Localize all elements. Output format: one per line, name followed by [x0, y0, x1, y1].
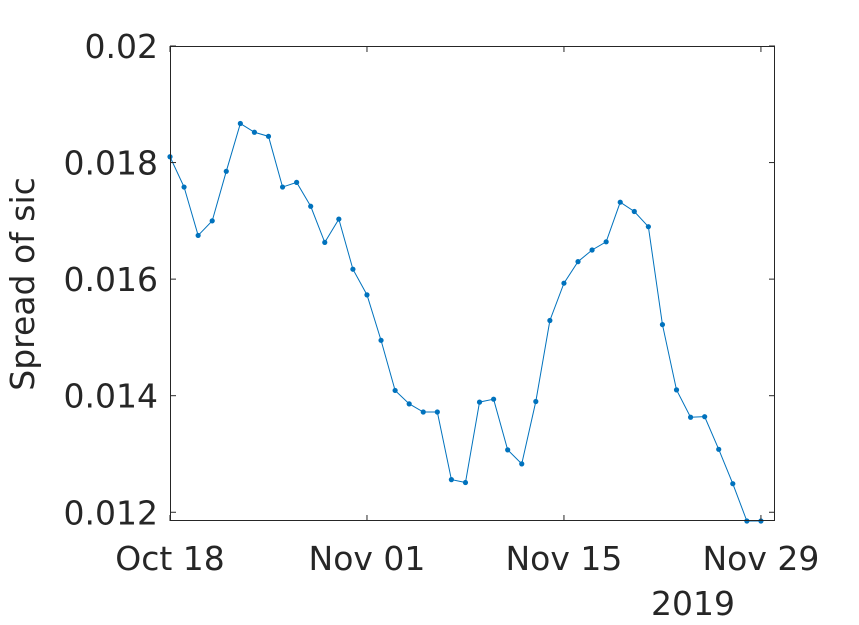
data-point: [462, 479, 469, 486]
series-layer: [167, 120, 764, 524]
data-point: [533, 398, 539, 405]
data-point: [561, 280, 567, 286]
y-tick-labels: 0.012 0.014 0.016 0.018 0.02: [64, 27, 158, 532]
data-point: [702, 414, 708, 420]
data-point: [322, 239, 328, 246]
x-axis-year-label: 2019: [651, 584, 735, 623]
data-point: [645, 224, 651, 230]
data-point: [251, 129, 258, 135]
y-tick-label: 0.012: [64, 493, 158, 532]
data-point: [687, 414, 694, 420]
plot-box: [170, 46, 775, 521]
data-point: [181, 184, 187, 190]
data-point: [406, 401, 412, 407]
x-tick-label: Oct 18: [115, 539, 225, 578]
data-point: [603, 239, 609, 245]
data-point: [308, 203, 314, 209]
data-point: [617, 199, 623, 205]
data-point: [716, 446, 722, 452]
data-point: [631, 208, 637, 215]
y-tick-label: 0.014: [64, 377, 158, 416]
plot-area: [170, 46, 775, 521]
data-point: [730, 481, 736, 487]
y-axis-label: Spread of sic: [3, 177, 42, 391]
data-point: [448, 477, 454, 483]
data-point: [575, 259, 581, 265]
data-point: [223, 168, 229, 174]
data-point: [392, 387, 398, 394]
data-point: [336, 216, 342, 222]
data-point: [364, 292, 370, 298]
data-point: [519, 461, 525, 467]
data-point: [420, 409, 426, 415]
data-point: [673, 387, 680, 393]
data-point: [265, 133, 272, 139]
y-tick-label: 0.016: [64, 260, 158, 299]
data-point: [589, 247, 595, 253]
data-point: [294, 179, 300, 185]
data-point: [476, 399, 483, 405]
x-tick-labels: Oct 18 Nov 01 Nov 15 Nov 29: [115, 539, 819, 578]
y-tick-label: 0.018: [64, 144, 158, 183]
data-point: [195, 232, 201, 239]
data-point: [237, 120, 243, 127]
x-tick-label: Nov 29: [702, 539, 819, 578]
x-tick-label: Nov 15: [506, 539, 623, 578]
data-point: [209, 218, 215, 224]
data-point: [378, 337, 384, 343]
x-tick-label: Nov 01: [309, 539, 426, 578]
data-point: [505, 447, 511, 453]
data-point: [279, 184, 286, 190]
data-point: [350, 266, 356, 272]
y-tick-label: 0.02: [85, 27, 158, 66]
data-point: [547, 317, 553, 324]
data-point: [659, 321, 666, 328]
data-point: [434, 409, 440, 415]
data-point: [491, 396, 497, 402]
